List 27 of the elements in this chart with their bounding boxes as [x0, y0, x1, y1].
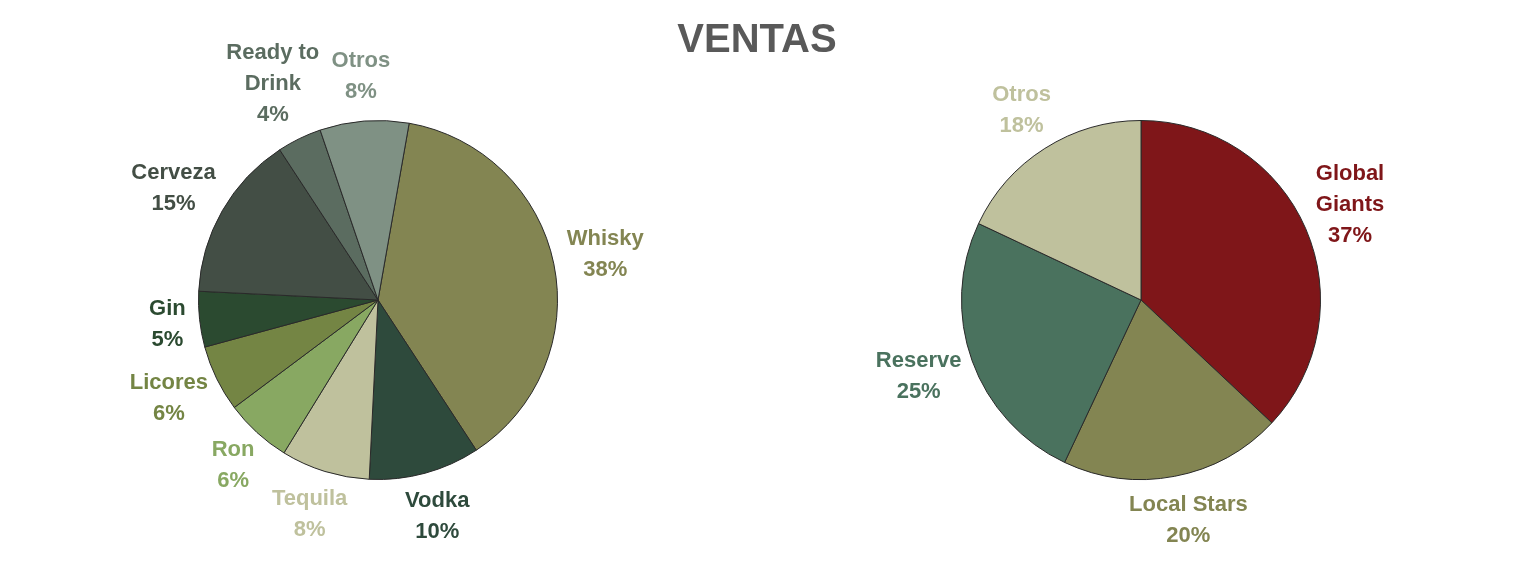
data-label: 38% — [583, 256, 628, 282]
slice-label: Ready to Drink — [226, 39, 320, 96]
text: VENTAS — [677, 16, 837, 60]
data-label: 4% — [256, 101, 289, 127]
slice-label: Reserve — [875, 346, 962, 372]
slice-label: Global Giants — [1315, 159, 1385, 216]
slice-label: Whisky — [566, 225, 645, 251]
data-label: 5% — [151, 325, 184, 351]
slice-label: Tequila — [271, 485, 349, 511]
data-label: 37% — [1327, 221, 1373, 247]
data-label: 6% — [153, 399, 185, 425]
data-label: 8% — [293, 516, 326, 542]
slice-label: Vodka — [404, 487, 471, 513]
data-label: 15% — [151, 189, 196, 215]
slice-label: Gin — [149, 294, 186, 320]
data-label: 25% — [896, 377, 941, 403]
slice-label: Local Stars — [1129, 491, 1248, 517]
slice-label: Licores — [129, 368, 209, 394]
data-label: 8% — [345, 77, 377, 103]
slice-label: Otros — [992, 81, 1051, 107]
data-label: 10% — [415, 518, 460, 544]
slice-label: Cerveza — [131, 158, 217, 184]
slice-label: Ron — [211, 436, 255, 462]
slice-label: Otros — [331, 46, 391, 72]
data-label: 20% — [1166, 522, 1211, 548]
data-label: 18% — [999, 112, 1044, 138]
data-label: 6% — [217, 467, 249, 493]
